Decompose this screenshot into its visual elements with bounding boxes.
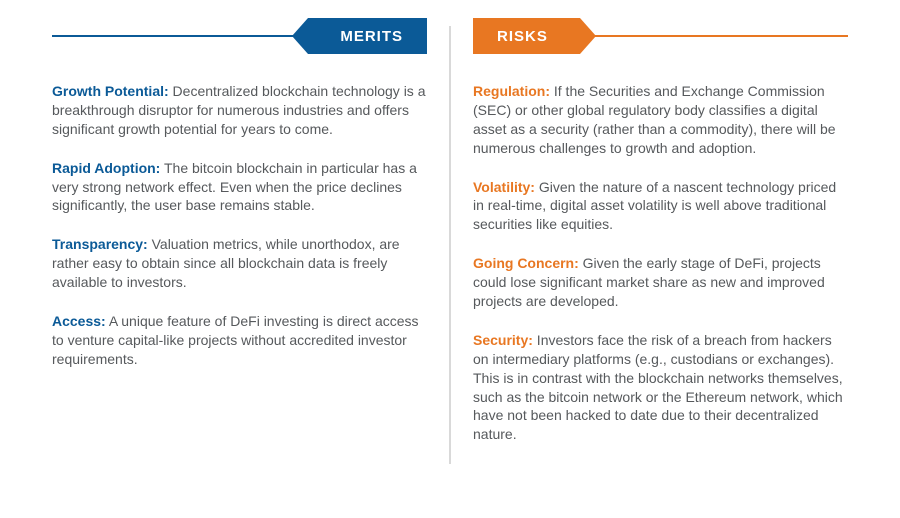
item-title: Volatility: — [473, 179, 535, 195]
two-column-layout: MERITS Growth Potential: Decentralized b… — [30, 18, 870, 464]
risks-heading-text: RISKS — [497, 28, 548, 45]
item-title: Going Concern: — [473, 255, 579, 271]
risks-rule-line — [584, 35, 848, 37]
merits-heading-text: MERITS — [340, 28, 403, 45]
item-title: Regulation: — [473, 83, 550, 99]
list-item: Growth Potential: Decentralized blockcha… — [52, 82, 427, 139]
list-item: Rapid Adoption: The bitcoin blockchain i… — [52, 159, 427, 216]
list-item: Going Concern: Given the early stage of … — [473, 254, 848, 311]
merits-items: Growth Potential: Decentralized blockcha… — [52, 82, 427, 369]
risks-heading-banner: RISKS — [473, 18, 580, 54]
risks-column: RISKS Regulation: If the Securities and … — [451, 18, 870, 464]
item-body: Investors face the risk of a breach from… — [473, 332, 843, 442]
merits-rule-line — [52, 35, 304, 37]
item-title: Access: — [52, 313, 106, 329]
list-item: Volatility: Given the nature of a nascen… — [473, 178, 848, 235]
item-title: Security: — [473, 332, 533, 348]
merits-column: MERITS Growth Potential: Decentralized b… — [30, 18, 449, 464]
list-item: Security: Investors face the risk of a b… — [473, 331, 848, 444]
list-item: Transparency: Valuation metrics, while u… — [52, 235, 427, 292]
risks-banner-row: RISKS — [473, 18, 848, 54]
item-title: Rapid Adoption: — [52, 160, 160, 176]
merits-heading-banner: MERITS — [308, 18, 427, 54]
item-title: Growth Potential: — [52, 83, 169, 99]
item-body: A unique feature of DeFi investing is di… — [52, 313, 419, 367]
list-item: Access: A unique feature of DeFi investi… — [52, 312, 427, 369]
merits-banner-row: MERITS — [52, 18, 427, 54]
risks-items: Regulation: If the Securities and Exchan… — [473, 82, 848, 444]
item-title: Transparency: — [52, 236, 148, 252]
list-item: Regulation: If the Securities and Exchan… — [473, 82, 848, 158]
